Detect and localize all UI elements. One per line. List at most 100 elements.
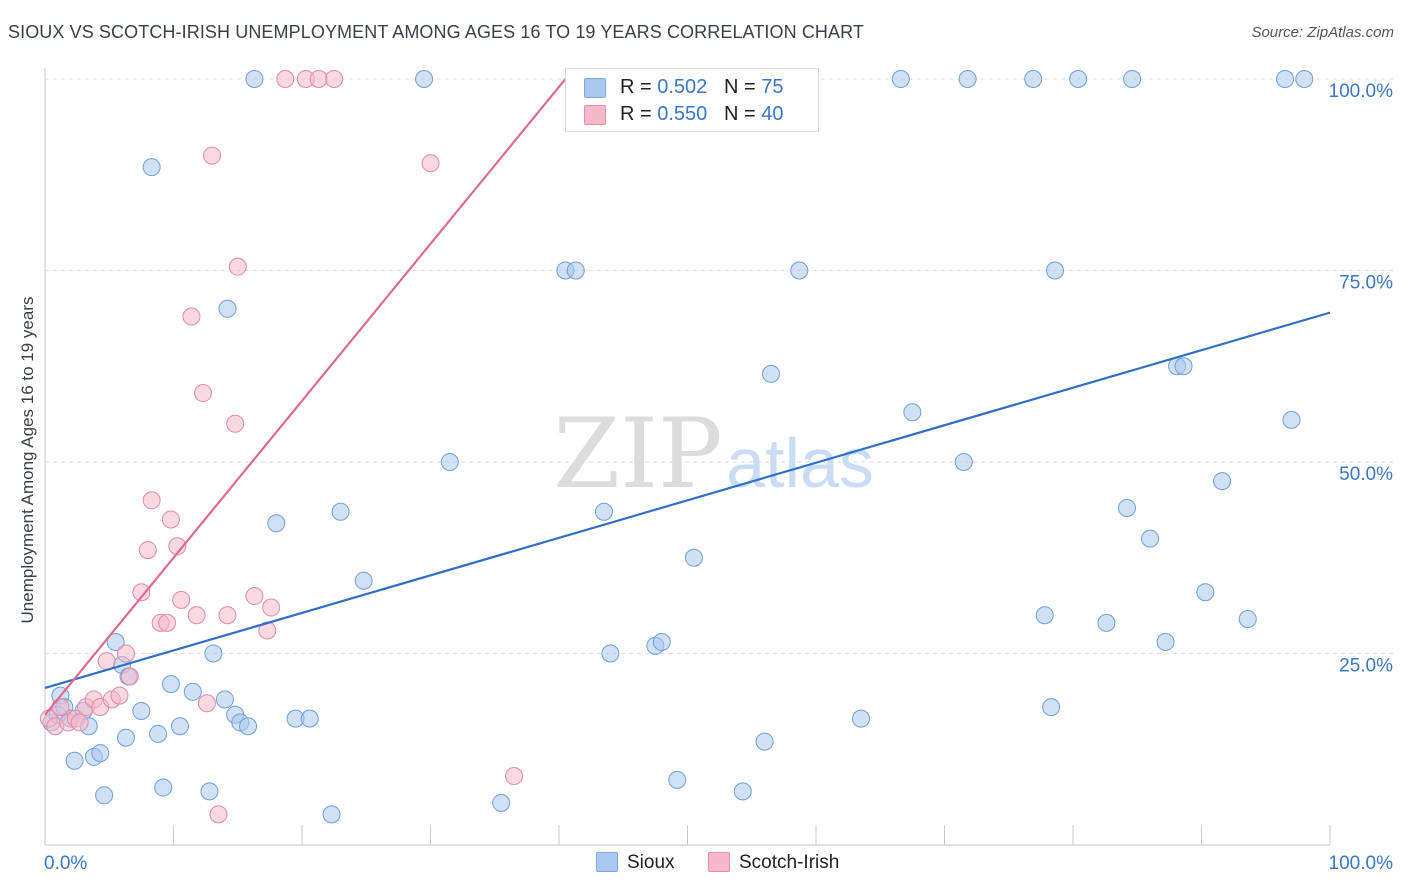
legend-sioux-label: Sioux	[627, 852, 675, 873]
point-sioux	[954, 453, 973, 471]
x-tick-label-max: 100.0%	[1329, 853, 1394, 874]
point-sioux	[492, 793, 511, 812]
y-tick-label: 25.0%	[1339, 656, 1393, 677]
point-scotch-irish	[138, 541, 157, 560]
sioux-swatch	[584, 78, 606, 98]
tick-labels: 25.0% 50.0% 75.0% 100.0% 0.0% 100.0%	[44, 81, 1393, 874]
point-sioux	[1069, 70, 1088, 88]
point-scotch-irish	[245, 587, 264, 606]
point-sioux	[161, 675, 180, 694]
point-sioux	[218, 299, 237, 318]
n-label: N =	[723, 103, 762, 125]
point-sioux	[322, 805, 341, 824]
point-scotch-irish	[203, 146, 222, 165]
r-value-sioux: 0.502	[657, 76, 708, 98]
point-sioux	[440, 453, 459, 471]
source-credit: Source: ZipAtlas.com	[1251, 24, 1394, 41]
point-scotch-irish	[505, 767, 524, 786]
point-sioux	[204, 644, 223, 663]
point-sioux	[1282, 410, 1301, 429]
point-sioux	[1123, 70, 1142, 88]
point-scotch-irish	[51, 698, 70, 717]
watermark-zip: ZIP	[553, 398, 722, 510]
n-label: N =	[723, 76, 762, 98]
point-sioux	[170, 717, 189, 736]
point-sioux	[91, 744, 110, 763]
point-scotch-irish	[142, 491, 161, 510]
point-scotch-irish	[116, 644, 135, 663]
series-sioux-points	[42, 70, 1314, 824]
point-sioux	[1042, 698, 1061, 717]
point-scotch-irish	[70, 713, 89, 732]
point-sioux	[891, 70, 910, 88]
point-sioux	[1295, 70, 1314, 88]
point-sioux	[239, 717, 258, 736]
point-sioux	[215, 690, 234, 709]
point-sioux	[142, 158, 161, 177]
point-sioux	[300, 709, 319, 728]
point-sioux	[183, 682, 202, 701]
point-scotch-irish	[187, 606, 206, 625]
legend-scotch-irish-label: Scotch-Irish	[739, 852, 840, 873]
point-scotch-irish	[276, 70, 295, 88]
watermark: ZIP atlas	[553, 398, 874, 510]
series-legend: Sioux Scotch-Irish	[0, 850, 1406, 880]
point-sioux	[1141, 529, 1160, 548]
point-sioux	[154, 778, 173, 797]
point-sioux	[1196, 583, 1215, 602]
point-sioux	[245, 70, 264, 88]
point-sioux	[116, 728, 135, 747]
point-scotch-irish	[197, 694, 216, 713]
point-sioux	[684, 548, 703, 567]
point-sioux	[652, 633, 671, 652]
point-sioux	[1156, 633, 1175, 652]
point-scotch-irish	[172, 590, 191, 609]
point-scotch-irish	[194, 384, 213, 403]
point-sioux	[755, 732, 774, 751]
legend-sioux-swatch	[596, 852, 618, 872]
point-scotch-irish	[209, 805, 228, 824]
point-scotch-irish	[132, 583, 151, 602]
point-scotch-irish	[182, 307, 201, 326]
point-sioux	[149, 724, 168, 743]
n-value-sioux: 75	[761, 76, 784, 98]
point-sioux	[1276, 70, 1295, 88]
correlation-legend: R = 0.502 N = 75 R = 0.550 N = 40	[565, 68, 819, 132]
point-sioux	[566, 261, 585, 280]
r-label: R =	[620, 76, 658, 98]
point-sioux	[415, 70, 434, 88]
legend-scotch-irish-swatch	[708, 852, 730, 872]
n-value-scotch-irish: 40	[761, 103, 784, 125]
point-sioux	[65, 751, 84, 770]
point-sioux	[1035, 606, 1054, 625]
point-sioux	[594, 502, 613, 521]
point-scotch-irish	[309, 70, 328, 88]
point-sioux	[1046, 261, 1065, 280]
point-sioux	[668, 770, 687, 789]
x-tick-label-min: 0.0%	[44, 853, 87, 874]
point-sioux	[762, 364, 781, 383]
r-value-scotch-irish: 0.550	[657, 103, 708, 125]
point-sioux	[790, 261, 809, 280]
y-tick-label: 50.0%	[1339, 464, 1393, 485]
y-tick-label: 100.0%	[1329, 81, 1394, 102]
r-label: R =	[620, 103, 658, 125]
point-sioux	[200, 782, 219, 801]
point-sioux	[733, 782, 752, 801]
series-scotch-irish-points	[39, 70, 524, 824]
point-sioux	[106, 633, 125, 652]
point-sioux	[331, 502, 350, 521]
point-scotch-irish	[218, 606, 237, 625]
point-scotch-irish	[158, 613, 177, 632]
point-scotch-irish	[325, 70, 344, 88]
point-sioux	[903, 403, 922, 422]
point-scotch-irish	[421, 154, 440, 173]
point-scotch-irish	[120, 667, 139, 686]
y-tick-label: 75.0%	[1339, 273, 1393, 294]
point-scotch-irish	[228, 257, 247, 276]
point-sioux	[851, 709, 870, 728]
point-scotch-irish	[110, 686, 129, 705]
point-sioux	[1213, 472, 1232, 491]
scotch-irish-swatch	[584, 105, 606, 125]
